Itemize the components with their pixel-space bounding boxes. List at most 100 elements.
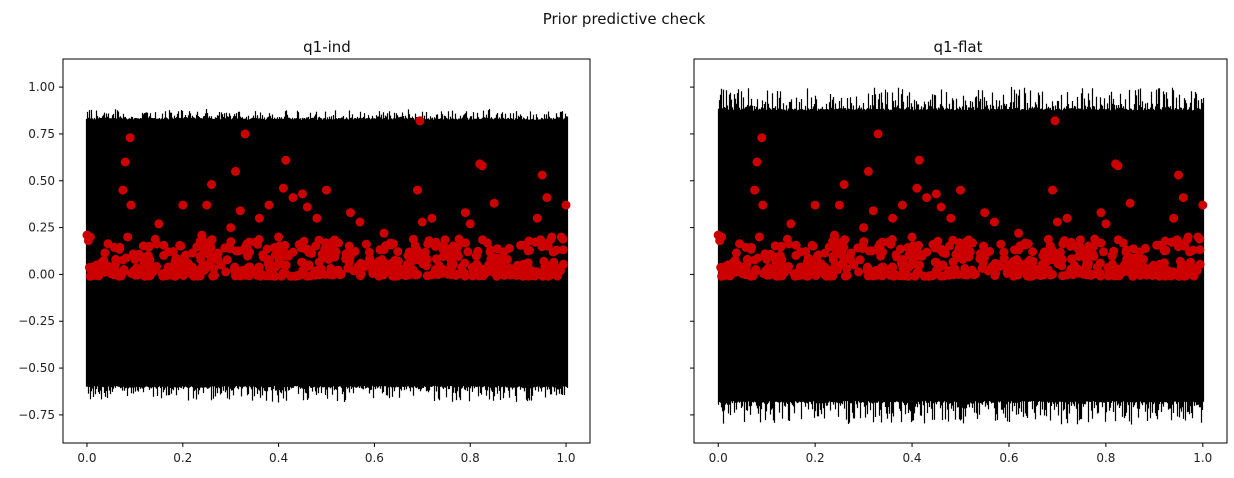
data-point — [180, 252, 190, 262]
data-point — [859, 223, 869, 233]
data-point — [270, 271, 280, 281]
x-tick-label: 0.0 — [77, 451, 96, 465]
data-point — [229, 265, 239, 275]
panel-q1-flat: q1-flat 0.0 0.2 0.4 0.6 0.8 1.0 — [690, 38, 1228, 465]
data-point — [312, 213, 322, 223]
data-point — [152, 262, 162, 271]
data-point — [1010, 245, 1020, 255]
data-point — [846, 255, 856, 265]
data-point — [85, 232, 95, 242]
data-point — [936, 271, 946, 281]
data-point — [1175, 256, 1185, 266]
data-point — [1010, 261, 1020, 271]
data-point — [231, 246, 241, 256]
data-point — [1067, 254, 1077, 264]
data-point — [114, 244, 124, 254]
data-point — [1161, 245, 1171, 255]
data-point — [812, 252, 822, 262]
data-point — [121, 253, 131, 263]
data-point — [897, 200, 907, 210]
data-point — [731, 248, 741, 258]
data-point — [222, 255, 232, 265]
x-tick-label: 0.4 — [902, 451, 921, 465]
data-point — [417, 217, 427, 227]
y-tick-label: 0.00 — [28, 267, 55, 281]
data-point — [949, 270, 959, 280]
data-point — [888, 213, 898, 223]
data-point — [150, 234, 160, 244]
data-point — [828, 271, 838, 281]
data-point — [863, 166, 873, 176]
data-point — [1099, 247, 1108, 257]
data-point — [365, 254, 375, 264]
data-point — [1107, 251, 1117, 261]
data-point — [178, 200, 188, 210]
data-point — [873, 129, 883, 139]
data-point — [438, 244, 448, 254]
y-axis-ticks — [690, 86, 694, 416]
data-point — [376, 261, 386, 271]
data-point — [1073, 244, 1083, 254]
data-point — [196, 254, 206, 264]
data-point — [207, 235, 217, 245]
data-point — [716, 263, 726, 272]
data-point — [298, 189, 307, 199]
data-point — [274, 250, 284, 260]
data-point — [281, 248, 290, 258]
data-point — [356, 269, 366, 278]
data-point — [527, 266, 537, 276]
data-point — [864, 246, 874, 256]
data-point — [420, 256, 430, 265]
data-point — [953, 253, 963, 262]
data-point — [386, 240, 396, 250]
data-point — [288, 193, 298, 203]
data-point — [1087, 248, 1097, 258]
data-point — [361, 239, 371, 249]
data-point — [721, 270, 731, 280]
data-point — [1174, 170, 1183, 180]
data-point — [319, 253, 329, 262]
data-point — [828, 240, 838, 250]
data-point — [1185, 247, 1195, 257]
data-point — [159, 250, 169, 260]
data-point — [1058, 271, 1067, 281]
data-point — [834, 200, 844, 210]
data-point — [244, 237, 254, 247]
data-point — [1055, 256, 1065, 265]
axes-frame — [693, 58, 1228, 444]
data-point — [1082, 270, 1092, 280]
data-point — [774, 263, 784, 273]
data-point — [907, 250, 917, 260]
data-point — [1096, 208, 1106, 218]
data-point — [350, 247, 360, 256]
data-point — [322, 185, 331, 195]
data-point — [1135, 254, 1145, 264]
data-point — [1140, 243, 1150, 253]
data-point — [1117, 268, 1127, 278]
data-point — [1045, 241, 1055, 251]
data-point — [307, 248, 317, 258]
data-point — [839, 180, 849, 189]
y-tick-label: 0.50 — [28, 174, 55, 188]
data-point — [298, 257, 307, 267]
data-point — [750, 185, 760, 195]
data-point — [240, 129, 250, 139]
data-point — [202, 260, 212, 270]
data-point — [922, 193, 932, 203]
data-point — [546, 234, 556, 244]
x-tick-label: 0.2 — [806, 451, 825, 465]
data-point — [1025, 271, 1035, 281]
data-point — [264, 256, 274, 265]
data-point — [213, 255, 223, 265]
y-tick-label: 0.25 — [28, 221, 55, 235]
data-point — [931, 240, 941, 250]
data-point — [454, 234, 464, 244]
data-point — [766, 249, 776, 259]
data-point — [499, 254, 509, 264]
x-tick-label: 0.8 — [1096, 451, 1115, 465]
data-point — [1048, 185, 1058, 195]
data-point — [924, 271, 934, 281]
data-point — [757, 133, 767, 143]
data-point — [401, 267, 411, 276]
data-point — [791, 250, 801, 260]
